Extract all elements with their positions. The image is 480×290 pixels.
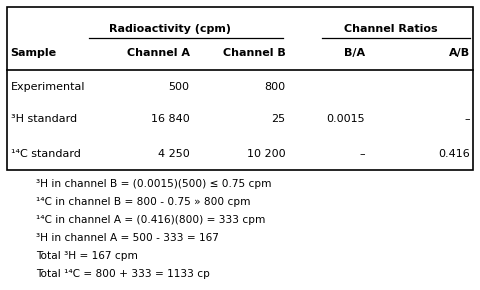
Text: ³H standard: ³H standard [11,115,77,124]
Text: Experimental: Experimental [11,82,85,92]
Text: –: – [359,149,365,159]
Text: 16 840: 16 840 [151,115,190,124]
Text: ¹⁴C standard: ¹⁴C standard [11,149,81,159]
Text: ¹⁴C in channel A = (0.416)(800) = 333 cpm: ¹⁴C in channel A = (0.416)(800) = 333 cp… [36,215,265,225]
Bar [7,7,473,170]
Text: ¹⁴C in channel B = 800 - 0.75 » 800 cpm: ¹⁴C in channel B = 800 - 0.75 » 800 cpm [36,197,251,207]
Text: 4 250: 4 250 [158,149,190,159]
Text: –: – [465,115,470,124]
Text: B/A: B/A [344,48,365,58]
Text: Channel B: Channel B [223,48,286,58]
Text: 10 200: 10 200 [247,149,286,159]
Text: Radioactivity (cpm): Radioactivity (cpm) [109,24,231,34]
Text: 800: 800 [264,82,286,92]
Text: 500: 500 [168,82,190,92]
Text: ³H in channel A = 500 - 333 = 167: ³H in channel A = 500 - 333 = 167 [36,233,219,243]
Text: Total ¹⁴C = 800 + 333 = 1133 cp: Total ¹⁴C = 800 + 333 = 1133 cp [36,269,210,279]
Text: Channel A: Channel A [127,48,190,58]
Text: Sample: Sample [11,48,57,58]
Text: ³H in channel B = (0.0015)(500) ≤ 0.75 cpm: ³H in channel B = (0.0015)(500) ≤ 0.75 c… [36,179,272,189]
Text: 25: 25 [272,115,286,124]
Text: Channel Ratios: Channel Ratios [344,24,438,34]
Text: 0.416: 0.416 [439,149,470,159]
Text: 0.0015: 0.0015 [326,115,365,124]
Text: A/B: A/B [449,48,470,58]
Text: Total ³H = 167 cpm: Total ³H = 167 cpm [36,251,138,261]
